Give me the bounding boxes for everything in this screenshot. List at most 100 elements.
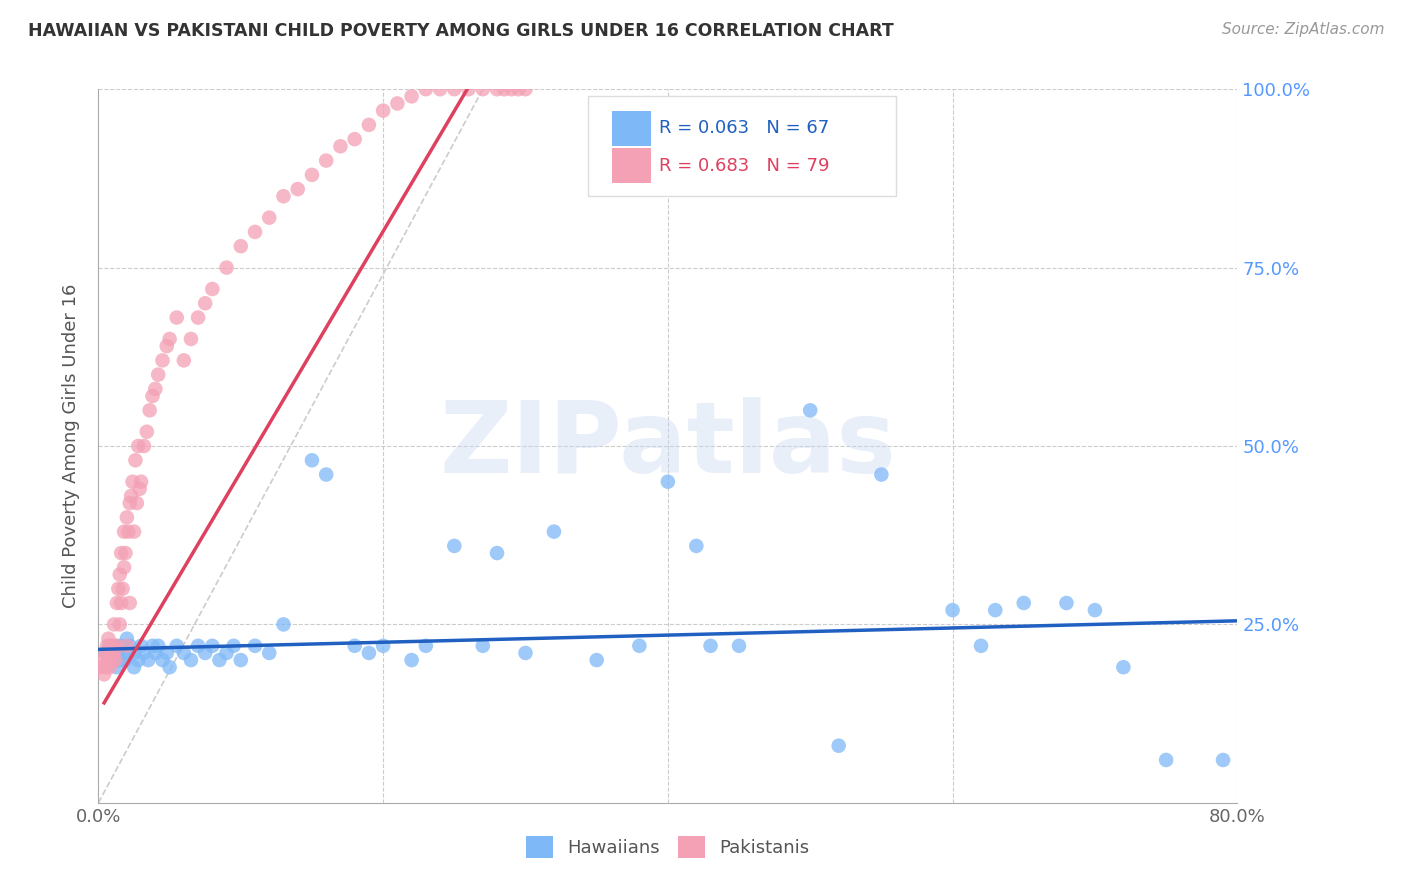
Point xyxy=(343,639,366,653)
Text: R = 0.063   N = 67: R = 0.063 N = 67 xyxy=(659,120,830,137)
FancyBboxPatch shape xyxy=(588,96,896,196)
Point xyxy=(657,475,679,489)
Point xyxy=(159,660,181,674)
Text: ZIPatlas: ZIPatlas xyxy=(440,398,896,494)
Point xyxy=(166,639,188,653)
Point xyxy=(94,660,117,674)
Point xyxy=(118,596,141,610)
Point xyxy=(215,260,238,275)
Point xyxy=(471,639,494,653)
Point xyxy=(443,82,465,96)
Point xyxy=(129,475,152,489)
Point xyxy=(93,667,115,681)
Point xyxy=(984,603,1007,617)
Point xyxy=(194,646,217,660)
Point xyxy=(828,739,851,753)
Point xyxy=(728,639,751,653)
Point xyxy=(942,603,965,617)
Point xyxy=(100,646,122,660)
Point xyxy=(1212,753,1234,767)
Point xyxy=(699,639,721,653)
Point xyxy=(97,632,120,646)
Point xyxy=(329,139,352,153)
Point xyxy=(373,639,395,653)
Point xyxy=(105,639,128,653)
Point xyxy=(94,646,117,660)
Legend: Hawaiians, Pakistanis: Hawaiians, Pakistanis xyxy=(519,829,817,865)
Point xyxy=(180,332,202,346)
Point xyxy=(229,653,252,667)
Point xyxy=(114,653,136,667)
Point xyxy=(471,82,494,96)
Point xyxy=(135,425,157,439)
Point xyxy=(315,153,337,168)
Point xyxy=(156,339,179,353)
Point xyxy=(103,646,125,660)
Point xyxy=(870,467,893,482)
Point xyxy=(187,310,209,325)
Point xyxy=(115,632,138,646)
Point xyxy=(315,467,337,482)
Point xyxy=(415,639,437,653)
Text: HAWAIIAN VS PAKISTANI CHILD POVERTY AMONG GIRLS UNDER 16 CORRELATION CHART: HAWAIIAN VS PAKISTANI CHILD POVERTY AMON… xyxy=(28,22,894,40)
Point xyxy=(103,617,125,632)
Point xyxy=(166,310,188,325)
Point xyxy=(229,239,252,253)
Point xyxy=(108,567,131,582)
Point xyxy=(127,439,149,453)
Point xyxy=(243,639,266,653)
Point xyxy=(112,646,135,660)
Point xyxy=(215,646,238,660)
Point xyxy=(357,118,380,132)
Point xyxy=(156,646,179,660)
FancyBboxPatch shape xyxy=(612,112,651,145)
Point xyxy=(152,653,174,667)
Point xyxy=(115,510,138,524)
Point xyxy=(401,89,423,103)
FancyBboxPatch shape xyxy=(612,148,651,183)
Point xyxy=(122,660,145,674)
Point xyxy=(105,596,128,610)
Point xyxy=(107,582,129,596)
Point xyxy=(110,596,132,610)
Point xyxy=(145,382,167,396)
Point xyxy=(91,653,114,667)
Point xyxy=(132,439,155,453)
Point xyxy=(415,82,437,96)
Point xyxy=(201,282,224,296)
Point xyxy=(301,453,323,467)
Point xyxy=(222,639,245,653)
Point xyxy=(122,524,145,539)
Point xyxy=(129,639,152,653)
Point xyxy=(180,653,202,667)
Point xyxy=(343,132,366,146)
Text: Source: ZipAtlas.com: Source: ZipAtlas.com xyxy=(1222,22,1385,37)
Point xyxy=(457,82,479,96)
Point xyxy=(125,496,148,510)
Point xyxy=(243,225,266,239)
Point xyxy=(101,653,124,667)
Point xyxy=(443,539,465,553)
Point xyxy=(585,653,607,667)
Point xyxy=(108,653,131,667)
Point xyxy=(259,646,281,660)
Point xyxy=(287,182,309,196)
Point xyxy=(122,646,145,660)
Point xyxy=(494,82,516,96)
Point xyxy=(515,82,537,96)
Point xyxy=(1154,753,1177,767)
Point xyxy=(118,639,141,653)
Point xyxy=(970,639,993,653)
Point xyxy=(194,296,217,310)
Point xyxy=(132,646,155,660)
Point xyxy=(187,639,209,653)
Point xyxy=(259,211,281,225)
Point xyxy=(98,639,121,653)
Point xyxy=(112,524,135,539)
Point xyxy=(94,646,117,660)
Point xyxy=(104,639,127,653)
Point xyxy=(429,82,451,96)
Point xyxy=(127,653,149,667)
Point xyxy=(101,639,124,653)
Point xyxy=(128,482,150,496)
